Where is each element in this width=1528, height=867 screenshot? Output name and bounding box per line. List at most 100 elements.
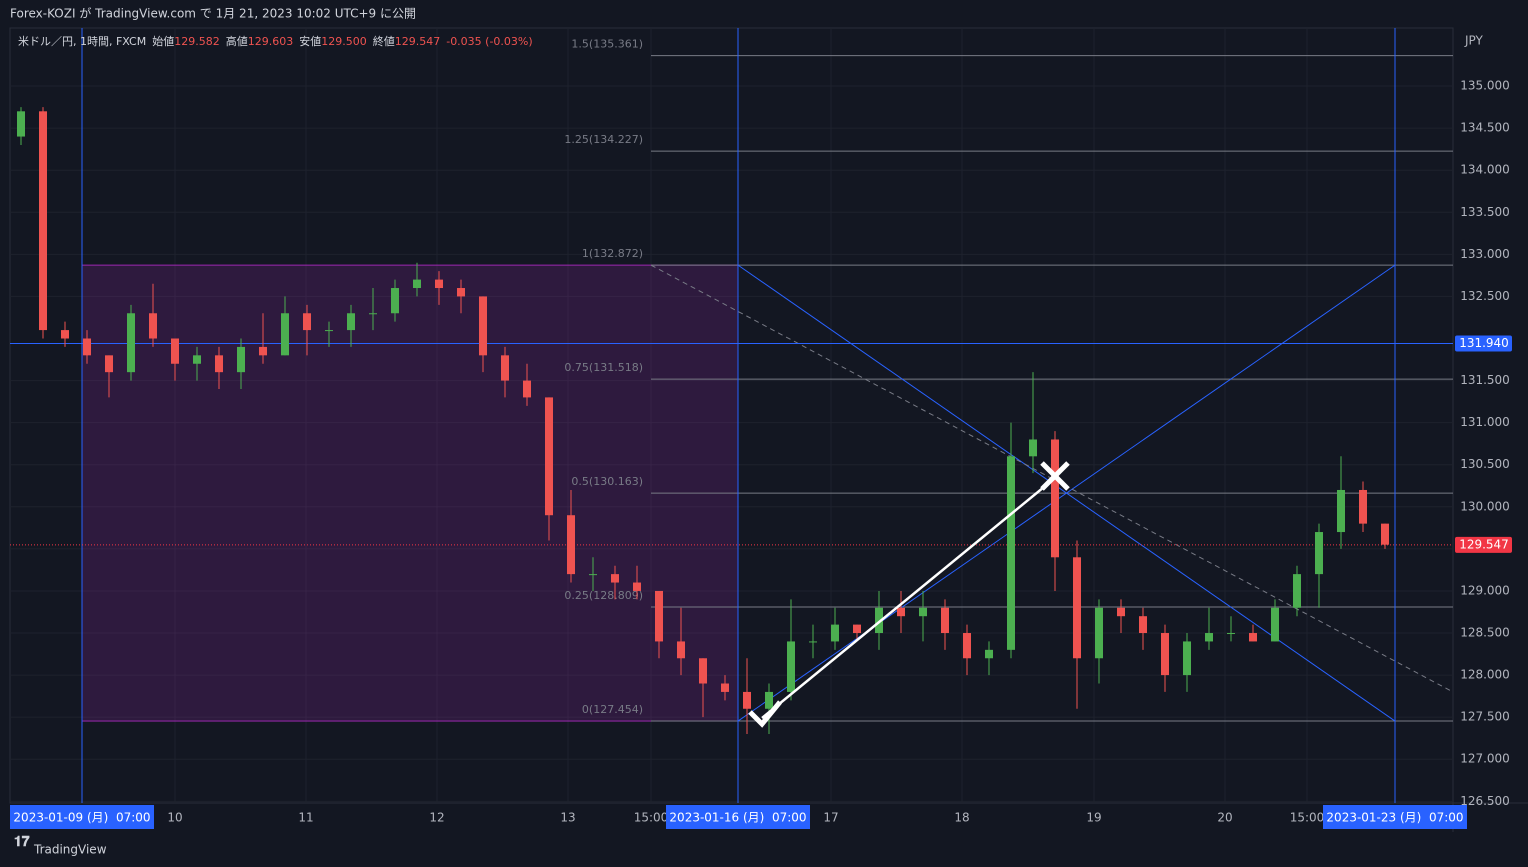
candle-body <box>919 607 927 617</box>
candle-body <box>1359 489 1367 524</box>
candle-body <box>347 313 355 331</box>
legend-high-label: 高値 <box>226 34 248 48</box>
price-tag-label: 131.940 <box>1459 336 1509 350</box>
candle-body <box>1227 633 1235 635</box>
candle-body <box>765 691 773 709</box>
x-tick-label: 2023-01-23 (月) 07:00 <box>1326 811 1463 825</box>
candle-body <box>171 338 179 364</box>
price-tag-label: 129.547 <box>1459 537 1509 551</box>
legend-open: 129.582 <box>174 35 220 48</box>
fib-label: 0.5(130.163) <box>571 475 643 488</box>
candle-body <box>853 624 861 634</box>
y-tick-label: 132.500 <box>1460 289 1510 303</box>
x-tick-label: 10 <box>167 811 182 825</box>
candle-body <box>1205 633 1213 642</box>
candle-body <box>1029 439 1037 457</box>
diagonal <box>737 264 1396 722</box>
legend-change: -0.035 (-0.03%) <box>446 35 532 48</box>
candle-body <box>39 111 47 331</box>
candle-body <box>369 313 377 315</box>
candle-body <box>1161 633 1169 676</box>
candle-body <box>875 607 883 634</box>
price-tag <box>1455 536 1512 553</box>
brand: TradingView <box>33 843 107 857</box>
candle-body <box>325 330 333 332</box>
y-tick-label: 129.000 <box>1460 583 1510 597</box>
candle-body <box>1249 633 1257 642</box>
legend-low-label: 安値 <box>299 34 321 48</box>
candle-body <box>1051 439 1059 558</box>
candle-body <box>1117 607 1125 617</box>
cross-mark <box>1040 461 1070 491</box>
check-mark <box>748 700 782 728</box>
candle-body <box>589 574 597 576</box>
y-tick-label: 134.000 <box>1460 163 1510 177</box>
fib-label: 1(132.872) <box>582 247 643 260</box>
fib-label: 1.25(134.227) <box>564 133 643 146</box>
candle-body <box>677 641 685 659</box>
candle-body <box>941 607 949 634</box>
y-tick-label: 130.500 <box>1460 457 1510 471</box>
x-tick-label: 13 <box>560 811 575 825</box>
candle-body <box>1073 557 1081 659</box>
publish-title: Forex-KOZI が TradingView.com で 1月 21, 20… <box>10 6 416 21</box>
candle-body <box>721 683 729 692</box>
y-tick-label: 128.500 <box>1460 626 1510 640</box>
x-tick-label: 12 <box>429 811 444 825</box>
legend-high: 129.603 <box>248 35 294 48</box>
y-tick-label: 131.500 <box>1460 373 1510 387</box>
candle-body <box>1095 607 1103 659</box>
y-tick-label: 135.000 <box>1460 79 1510 93</box>
y-tick-label: 127.000 <box>1460 752 1510 766</box>
legend-close: 129.547 <box>395 35 441 48</box>
candle-body <box>611 574 619 583</box>
x-tag <box>10 805 154 829</box>
fib-label: 1.5(135.361) <box>571 38 643 51</box>
candle-body <box>61 330 69 339</box>
candle-body <box>501 355 509 381</box>
white-line <box>761 477 1056 719</box>
x-tick-label: 2023-01-16 (月) 07:00 <box>669 811 806 825</box>
candle-body <box>699 658 707 684</box>
x-tick-label: 20 <box>1217 811 1232 825</box>
plot: 1.5(135.361) 1.25(134.227) 1(132.872) 0.75(… <box>10 28 1453 803</box>
candle-body <box>17 111 25 137</box>
x-tick-label: 18 <box>954 811 969 825</box>
candle-body <box>633 582 641 591</box>
x-tick-label: 11 <box>298 811 313 825</box>
candle-body <box>1315 532 1323 575</box>
candle-body <box>193 355 201 364</box>
candle-body <box>413 279 421 289</box>
legend-symbol: 米ドル／円, 1時間, FXCM <box>18 35 146 48</box>
legend-close-label: 終値 <box>373 34 395 48</box>
y-tick-label: 126.500 <box>1460 794 1510 808</box>
price-tag <box>1455 335 1512 352</box>
x-tick-label: 15:00 <box>1290 811 1325 825</box>
candle-body <box>237 346 245 373</box>
candle-body <box>963 633 971 659</box>
candle-body <box>391 288 399 314</box>
candle-body <box>1337 489 1345 533</box>
candle-body <box>1007 456 1015 650</box>
range-box <box>81 264 739 722</box>
candle-body <box>787 641 795 692</box>
candle-body <box>1139 616 1147 634</box>
x-tag <box>1323 805 1467 829</box>
y-tick-label: 128.000 <box>1460 668 1510 682</box>
y-tick-label: 133.500 <box>1460 205 1510 219</box>
candle-body <box>479 296 487 356</box>
candle-body <box>435 279 443 289</box>
y-tick-label: 131.000 <box>1460 415 1510 429</box>
fib-label: 0(127.454) <box>582 703 643 716</box>
x-tick-label: 15:00 <box>634 811 669 825</box>
candle-body <box>545 397 553 516</box>
candle-body <box>105 355 113 373</box>
legend-low: 129.500 <box>321 35 367 48</box>
candle-body <box>985 649 993 659</box>
candle-body <box>127 313 135 373</box>
legend-open-label: 始値 <box>152 34 174 48</box>
candle-body <box>303 313 311 331</box>
candle-body <box>215 355 223 373</box>
fib-label: 0.25(128.809) <box>564 589 643 602</box>
